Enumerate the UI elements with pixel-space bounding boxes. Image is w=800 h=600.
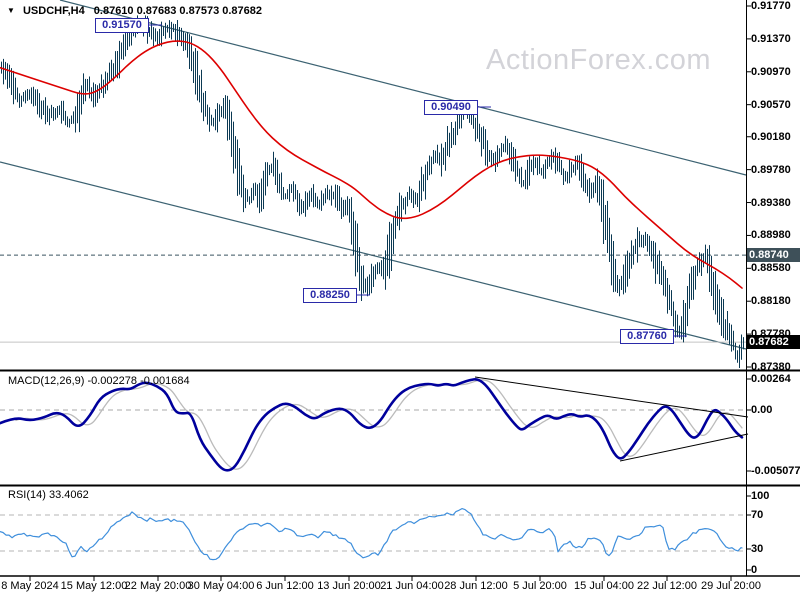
watermark: ActionForex.com [486,44,712,76]
ohlc-values: 0.87610 0.87683 0.87573 0.87682 [93,5,262,17]
rsi-indicator-label: RSI(14) 33.4062 [8,489,89,501]
chart-header: ▼ USDCHF,H4 0.87610 0.87683 0.87573 0.87… [7,5,262,17]
symbol-label: USDCHF,H4 [22,5,85,17]
symbol-dropdown-icon[interactable]: ▼ [7,6,15,15]
macd-indicator-label: MACD(12,26,9) -0.002278 -0.001684 [8,375,190,387]
